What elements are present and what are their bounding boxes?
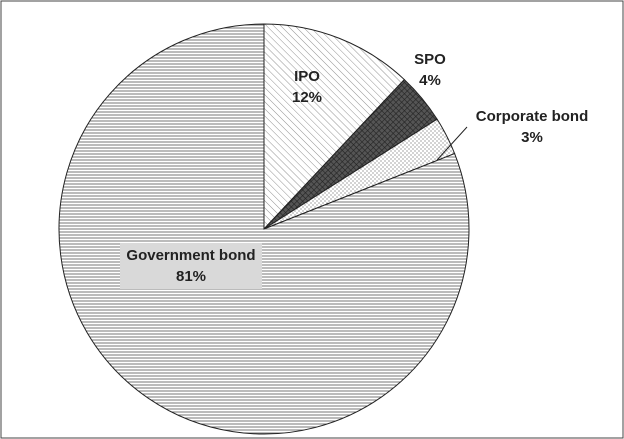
pie-slice <box>58 23 470 435</box>
label-box: Corporate bond 3% <box>470 106 594 148</box>
slice-label: SPO 4% <box>395 49 465 91</box>
value-label: 4% <box>419 72 441 89</box>
pie <box>58 23 470 435</box>
slice-label: Government bond 81% <box>120 243 262 289</box>
value-label: 81% <box>175 268 207 285</box>
category-label: Corporate bond <box>475 108 589 125</box>
value-label: 3% <box>521 129 543 146</box>
label-box: SPO 4% <box>395 49 465 91</box>
label-box: Government bond 81% <box>120 243 262 289</box>
value-label: 12% <box>291 89 323 106</box>
label-box: IPO 12% <box>262 66 352 108</box>
category-label: SPO <box>414 51 446 68</box>
slice-label: IPO 12% <box>262 66 352 108</box>
leader-line <box>436 126 468 161</box>
category-label: Government bond <box>126 247 256 264</box>
slice-label: Corporate bond 3% <box>470 106 594 148</box>
category-label: IPO <box>294 68 320 85</box>
pie-slice <box>263 23 406 231</box>
